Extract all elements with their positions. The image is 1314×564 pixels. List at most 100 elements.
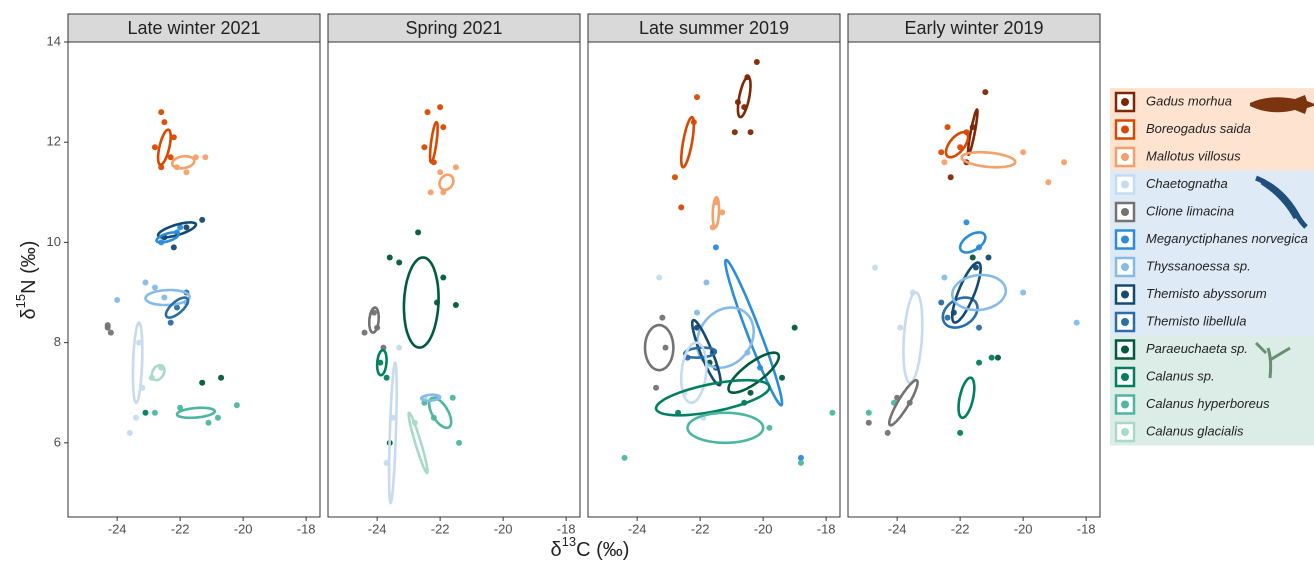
data-point	[1020, 149, 1027, 156]
x-title-sup: 13	[562, 534, 576, 549]
data-point	[985, 254, 992, 261]
legend-key-dot	[1121, 428, 1129, 436]
data-point	[791, 324, 798, 331]
data-point	[947, 174, 954, 181]
data-point	[963, 219, 970, 226]
y-title-prefix: δ	[18, 308, 40, 319]
strip-background	[327, 13, 581, 43]
panel-background	[68, 42, 320, 517]
data-point	[424, 109, 431, 116]
legend: Gadus morhua Boreogadus saida Mallotus vil…	[1114, 91, 1308, 443]
ellipse	[407, 411, 429, 475]
data-point	[177, 224, 184, 231]
x-tick-label: -18	[817, 521, 836, 536]
y-tick-label: 12	[47, 134, 61, 149]
ellipse	[402, 256, 440, 349]
data-point	[865, 409, 872, 416]
data-point	[712, 244, 719, 251]
data-point	[167, 319, 174, 326]
x-tick-label: -20	[754, 521, 773, 536]
panel-border	[67, 41, 321, 518]
x-tick-label: -22	[171, 521, 190, 536]
legend-label: Themisto abyssorum	[1146, 286, 1267, 301]
data-point	[731, 129, 738, 136]
y-axis-title: δ15N (‰)	[13, 241, 40, 320]
data-point	[440, 274, 447, 281]
data-point	[377, 359, 384, 366]
x-tick-label: -20	[234, 521, 253, 536]
data-point	[452, 302, 459, 309]
data-point	[972, 264, 979, 271]
ellipse	[144, 288, 191, 307]
data-point	[161, 294, 168, 301]
legend-key-dot	[1121, 318, 1129, 326]
data-point	[177, 404, 184, 411]
data-point	[944, 314, 951, 321]
legend-label: Clione limacina	[1146, 203, 1234, 218]
data-point	[969, 254, 976, 261]
data-point	[747, 389, 754, 396]
data-point	[107, 329, 114, 336]
data-point	[133, 414, 140, 421]
data-point	[1061, 159, 1068, 166]
data-point	[151, 409, 158, 416]
data-point	[797, 459, 804, 466]
data-point	[659, 314, 666, 321]
x-axis-title: δ13C (‰)	[551, 534, 630, 561]
data-point	[161, 119, 168, 126]
panel: Late winter 2021 -24 -22 -20 -18 6 8 10 12 14	[47, 13, 321, 536]
ellipse	[419, 393, 442, 403]
data-point	[205, 419, 212, 426]
data-point	[136, 339, 143, 346]
legend-label: Paraeuchaeta sp.	[1146, 341, 1248, 356]
data-point	[884, 429, 891, 436]
data-point	[104, 324, 111, 331]
ellipse	[941, 296, 979, 329]
strip-background	[67, 13, 321, 43]
x-tick-label: -22	[951, 521, 970, 536]
panel: Spring 2021 -24 -22 -20 -18	[327, 13, 581, 536]
legend-key-dot	[1121, 153, 1129, 161]
x-tick-label: -18	[1077, 521, 1096, 536]
ellipse	[888, 378, 919, 427]
data-point	[693, 309, 700, 316]
ellipse	[736, 75, 752, 119]
data-point	[142, 409, 149, 416]
ellipse	[131, 321, 144, 404]
data-point	[183, 169, 190, 176]
x-tick-label: -22	[431, 521, 450, 536]
data-point	[421, 144, 428, 151]
ellipse	[368, 306, 380, 334]
panel: Late summer 2019 -24 -22 -20 -18	[587, 13, 841, 536]
ellipse	[960, 150, 1017, 169]
ellipse	[155, 231, 180, 244]
data-point	[199, 379, 206, 386]
x-tick-label: -20	[1014, 521, 1033, 536]
data-point	[938, 149, 945, 156]
legend-key-dot	[1121, 180, 1129, 189]
data-point	[437, 104, 444, 111]
data-point	[766, 424, 773, 431]
ellipse	[643, 323, 675, 372]
data-point	[202, 154, 209, 161]
data-point	[452, 164, 459, 171]
ellipse	[175, 406, 217, 420]
data-point	[719, 209, 726, 216]
legend-label: Meganyctiphanes norvegica	[1146, 231, 1308, 246]
ellipse	[727, 351, 781, 394]
legend-key-dot	[1121, 345, 1129, 354]
data-point	[662, 344, 669, 351]
panel-border	[587, 41, 841, 518]
data-point	[440, 124, 447, 131]
ellipse	[438, 173, 455, 192]
ellipse	[427, 396, 453, 430]
data-point	[383, 374, 390, 381]
strip-title: Spring 2021	[405, 18, 502, 38]
data-point	[158, 109, 165, 116]
data-point	[114, 297, 121, 304]
x-tick-label: -18	[297, 521, 316, 536]
strip-background	[587, 13, 841, 43]
data-point	[151, 284, 158, 291]
data-point	[218, 374, 225, 381]
